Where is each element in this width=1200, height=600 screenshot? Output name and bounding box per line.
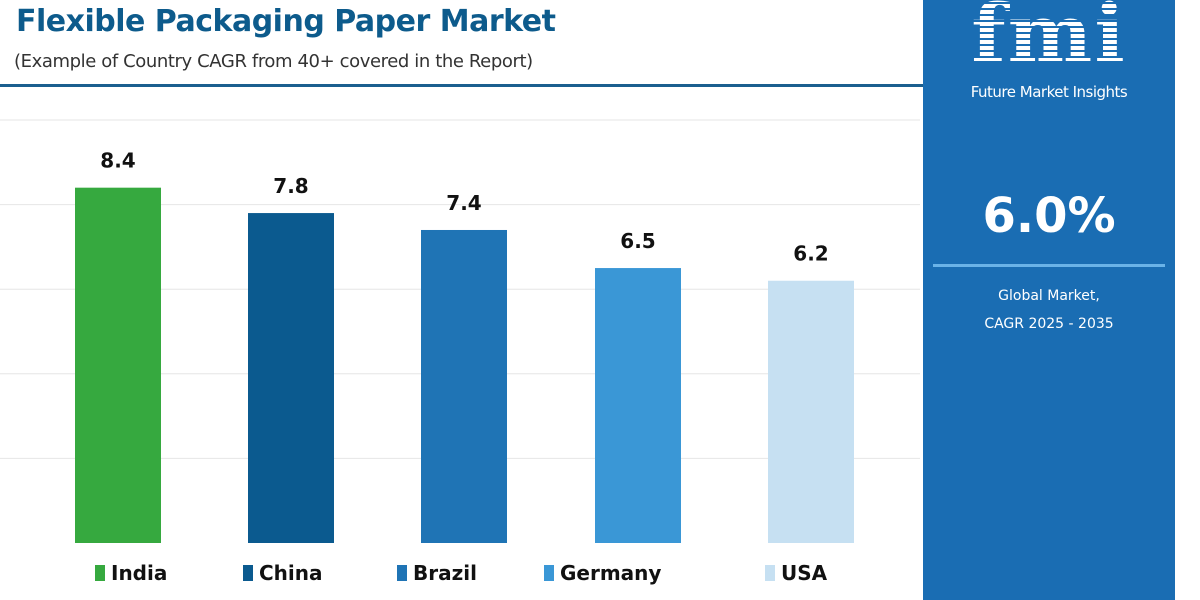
data-label: 7.4 bbox=[446, 191, 481, 215]
legend-item-brazil: Brazil bbox=[397, 560, 477, 586]
legend-item-india: India bbox=[95, 560, 167, 586]
legend-label: Germany bbox=[560, 561, 662, 585]
legend-label: USA bbox=[781, 561, 828, 585]
bar-chart: 8.4 7.8 7.4 6.5 6.2 bbox=[0, 119, 920, 544]
legend-item-china: China bbox=[243, 560, 323, 586]
bar-brazil bbox=[421, 229, 507, 544]
data-label: 6.2 bbox=[793, 242, 828, 266]
cagr-period-label: CAGR 2025 - 2035 bbox=[984, 316, 1114, 332]
bar-germany bbox=[595, 268, 681, 543]
brand-name: Future Market Insights bbox=[970, 83, 1128, 101]
bar-usa bbox=[768, 280, 854, 543]
global-cagr-value: 6.0% bbox=[982, 188, 1116, 244]
chart-title: Flexible Packaging Paper Market bbox=[16, 4, 556, 39]
legend-swatch bbox=[95, 565, 105, 581]
summary-panel: fmi Future Market Insights 6.0% Global M… bbox=[923, 0, 1175, 600]
chart-subtitle: (Example of Country CAGR from 40+ covere… bbox=[14, 51, 533, 72]
legend-swatch bbox=[544, 565, 554, 581]
legend-swatch bbox=[765, 565, 775, 581]
title-divider bbox=[0, 84, 924, 87]
fmi-logo: fmi bbox=[923, 0, 1175, 74]
data-label: 6.5 bbox=[620, 229, 655, 253]
legend-label: Brazil bbox=[413, 561, 477, 585]
bar-china bbox=[248, 213, 334, 543]
legend-swatch bbox=[243, 565, 253, 581]
legend-label: India bbox=[111, 561, 168, 585]
legend-swatch bbox=[397, 565, 407, 581]
global-market-label: Global Market, bbox=[998, 288, 1100, 304]
legend-label: China bbox=[259, 561, 323, 585]
data-label: 7.8 bbox=[273, 174, 308, 198]
legend-item-usa: USA bbox=[765, 560, 827, 586]
panel-divider bbox=[933, 264, 1165, 267]
bar-india bbox=[75, 187, 161, 543]
legend-item-germany: Germany bbox=[544, 560, 661, 586]
data-label: 8.4 bbox=[100, 149, 135, 173]
